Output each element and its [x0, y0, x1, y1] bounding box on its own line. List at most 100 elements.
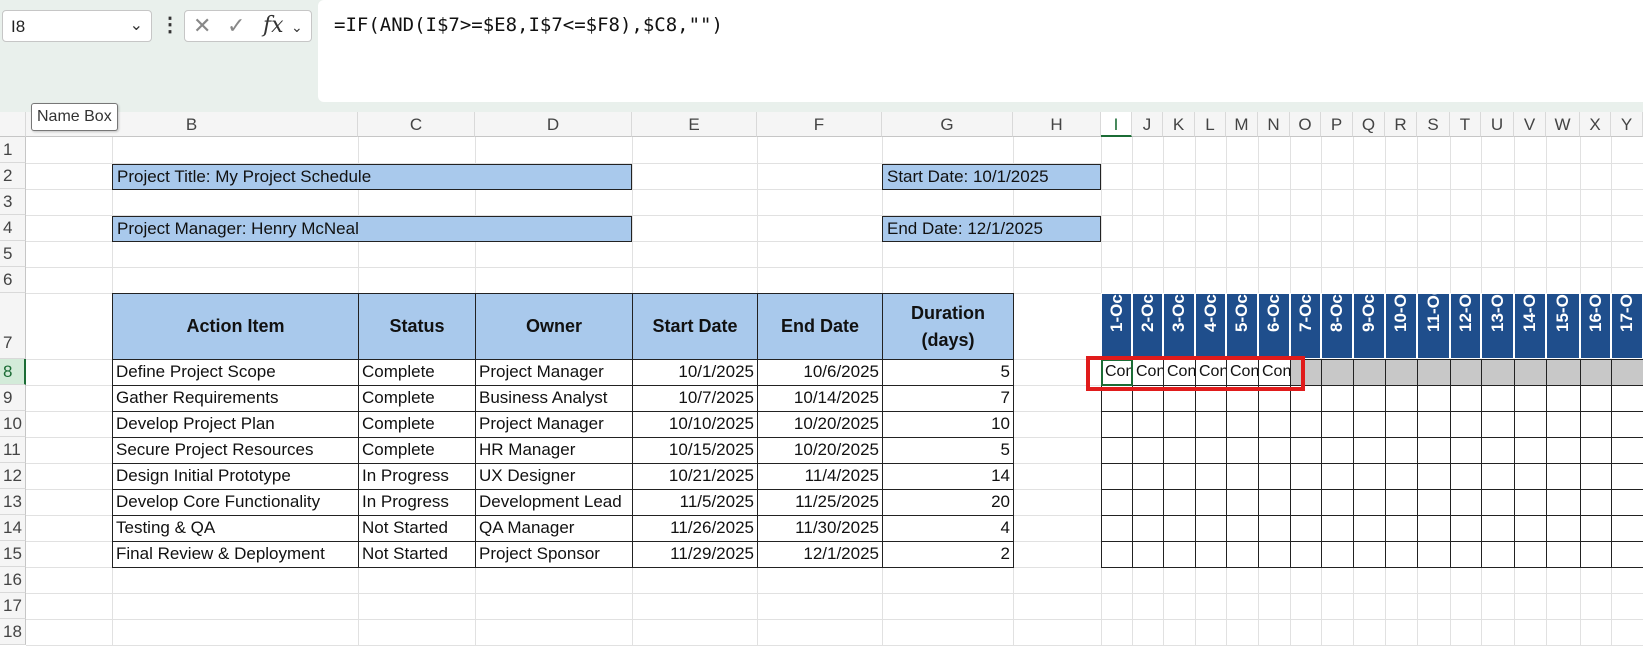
row-header-14[interactable]: 14	[0, 515, 26, 541]
gantt-cell[interactable]	[1481, 359, 1515, 386]
table-cell[interactable]: 10/7/2025	[632, 385, 758, 412]
gantt-cell[interactable]	[1580, 541, 1612, 568]
chevron-down-icon[interactable]: ⌄	[291, 19, 303, 35]
column-header-g[interactable]: G	[882, 112, 1013, 137]
gantt-cell[interactable]	[1290, 437, 1322, 464]
column-header-o[interactable]: O	[1290, 112, 1321, 137]
gantt-cell[interactable]	[1580, 411, 1612, 438]
gantt-cell[interactable]	[1611, 463, 1643, 490]
row-header-16[interactable]: 16	[0, 567, 26, 593]
gantt-cell[interactable]	[1546, 515, 1581, 542]
gantt-cell[interactable]	[1481, 489, 1515, 516]
table-cell[interactable]: Final Review & Deployment	[112, 541, 359, 568]
column-header-q[interactable]: Q	[1353, 112, 1385, 137]
gantt-cell[interactable]	[1321, 463, 1354, 490]
gantt-cell[interactable]	[1481, 463, 1515, 490]
gantt-cell[interactable]	[1132, 437, 1164, 464]
table-cell[interactable]: 14	[882, 463, 1014, 490]
table-cell[interactable]: Complete	[358, 385, 476, 412]
column-header-i[interactable]: I	[1101, 112, 1132, 137]
gantt-cell[interactable]	[1546, 489, 1581, 516]
gantt-cell[interactable]	[1385, 411, 1418, 438]
table-cell[interactable]: Gather Requirements	[112, 385, 359, 412]
column-header-f[interactable]: F	[757, 112, 882, 137]
gantt-cell[interactable]	[1226, 463, 1259, 490]
row-header-8[interactable]: 8	[0, 359, 26, 385]
column-header-n[interactable]: N	[1258, 112, 1290, 137]
gantt-cell[interactable]	[1290, 463, 1322, 490]
column-header-x[interactable]: X	[1580, 112, 1611, 137]
gantt-cell[interactable]	[1226, 437, 1259, 464]
gantt-cell[interactable]	[1580, 359, 1612, 386]
column-header-r[interactable]: R	[1385, 112, 1417, 137]
row-header-11[interactable]: 11	[0, 437, 26, 463]
gantt-cell[interactable]	[1258, 489, 1291, 516]
gantt-cell[interactable]	[1226, 541, 1259, 568]
gantt-cell[interactable]	[1163, 437, 1196, 464]
gantt-cell[interactable]	[1417, 411, 1451, 438]
gantt-cell[interactable]	[1417, 463, 1451, 490]
table-cell[interactable]: 10/20/2025	[757, 437, 883, 464]
gantt-cell[interactable]	[1258, 437, 1291, 464]
table-cell[interactable]: 10/10/2025	[632, 411, 758, 438]
gantt-cell[interactable]	[1101, 515, 1133, 542]
gantt-cell[interactable]	[1132, 489, 1164, 516]
gantt-cell[interactable]	[1580, 489, 1612, 516]
gantt-cell[interactable]	[1353, 463, 1386, 490]
table-cell[interactable]: Complete	[358, 359, 476, 386]
gantt-cell[interactable]	[1546, 359, 1581, 386]
gantt-cell[interactable]	[1580, 515, 1612, 542]
table-cell[interactable]: 10/1/2025	[632, 359, 758, 386]
gantt-cell[interactable]	[1353, 385, 1386, 412]
row-header-13[interactable]: 13	[0, 489, 26, 515]
column-header-s[interactable]: S	[1417, 112, 1450, 137]
gantt-cell[interactable]	[1417, 489, 1451, 516]
gantt-cell[interactable]	[1611, 541, 1643, 568]
gantt-cell[interactable]	[1290, 541, 1322, 568]
table-cell[interactable]: Design Initial Prototype	[112, 463, 359, 490]
table-cell[interactable]: HR Manager	[475, 437, 633, 464]
gantt-cell[interactable]	[1353, 359, 1386, 386]
table-cell[interactable]: Complete	[358, 437, 476, 464]
gantt-cell[interactable]	[1321, 359, 1354, 386]
table-cell[interactable]: In Progress	[358, 489, 476, 516]
table-cell[interactable]: 5	[882, 359, 1014, 386]
table-cell[interactable]: 11/5/2025	[632, 489, 758, 516]
gantt-cell[interactable]	[1195, 541, 1227, 568]
gantt-cell[interactable]	[1132, 411, 1164, 438]
gantt-cell[interactable]	[1290, 411, 1322, 438]
gantt-cell[interactable]	[1514, 541, 1547, 568]
column-header-u[interactable]: U	[1481, 112, 1514, 137]
gantt-cell[interactable]	[1481, 515, 1515, 542]
gantt-cell[interactable]	[1353, 515, 1386, 542]
row-header-17[interactable]: 17	[0, 593, 26, 619]
gantt-cell[interactable]	[1546, 463, 1581, 490]
row-header-1[interactable]: 1	[0, 137, 26, 163]
column-header-c[interactable]: C	[358, 112, 475, 137]
gantt-cell[interactable]	[1195, 463, 1227, 490]
gantt-cell[interactable]	[1163, 489, 1196, 516]
gantt-cell[interactable]	[1514, 359, 1547, 386]
table-cell[interactable]: Not Started	[358, 515, 476, 542]
table-cell[interactable]: 11/29/2025	[632, 541, 758, 568]
gantt-cell[interactable]	[1101, 463, 1133, 490]
more-options-icon[interactable]: ⋮	[160, 14, 180, 36]
table-cell[interactable]: 5	[882, 437, 1014, 464]
gantt-cell[interactable]	[1481, 437, 1515, 464]
chevron-down-icon[interactable]: ⌄	[129, 17, 143, 34]
table-cell[interactable]: In Progress	[358, 463, 476, 490]
gantt-cell[interactable]	[1450, 463, 1482, 490]
gantt-cell[interactable]	[1385, 463, 1418, 490]
table-cell[interactable]: 4	[882, 515, 1014, 542]
gantt-cell[interactable]	[1353, 489, 1386, 516]
gantt-cell[interactable]	[1514, 437, 1547, 464]
gantt-cell[interactable]	[1353, 411, 1386, 438]
row-header-9[interactable]: 9	[0, 385, 26, 411]
gantt-cell[interactable]	[1450, 515, 1482, 542]
row-header-7[interactable]: 7	[0, 293, 26, 359]
gantt-cell[interactable]	[1450, 411, 1482, 438]
gantt-cell[interactable]	[1258, 541, 1291, 568]
gantt-cell[interactable]	[1258, 515, 1291, 542]
table-cell[interactable]: 11/4/2025	[757, 463, 883, 490]
gantt-cell[interactable]	[1385, 515, 1418, 542]
